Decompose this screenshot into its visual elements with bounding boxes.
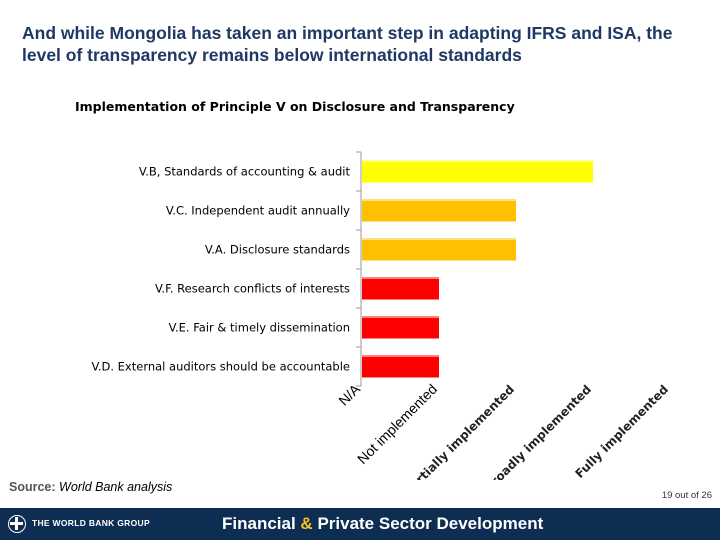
footer-tagline: Financial & Private Sector Development bbox=[222, 514, 543, 534]
source-text: World Bank analysis bbox=[59, 480, 173, 494]
source-label: Source: bbox=[9, 480, 56, 494]
category-label: V.F. Research conflicts of interests bbox=[155, 282, 350, 296]
bar-chart: V.B, Standards of accounting & audit V.C.… bbox=[91, 151, 671, 480]
chart-title: Implementation of Principle V on Disclos… bbox=[75, 99, 515, 114]
category-label: V.D. External auditors should be account… bbox=[91, 360, 350, 374]
tagline-ampersand: & bbox=[300, 514, 313, 533]
tagline-psd: Private Sector Development bbox=[317, 514, 544, 533]
slide-title: And while Mongolia has taken an importan… bbox=[22, 23, 673, 65]
bar bbox=[362, 160, 593, 183]
bar bbox=[362, 316, 439, 339]
bar bbox=[362, 355, 439, 378]
org-name: THE WORLD BANK GROUP bbox=[32, 518, 150, 528]
bar bbox=[362, 277, 439, 300]
bar bbox=[362, 238, 516, 261]
category-label: V.A. Disclosure standards bbox=[205, 243, 350, 257]
x-tick-label: Not implemented bbox=[354, 381, 440, 467]
category-label: V.E. Fair & timely dissemination bbox=[169, 321, 350, 335]
x-tick-label: N/A bbox=[335, 380, 363, 408]
category-label: V.B, Standards of accounting & audit bbox=[139, 165, 351, 179]
footer-bar: THE WORLD BANK GROUP Financial & Private… bbox=[0, 508, 720, 540]
bar bbox=[362, 199, 516, 222]
source-note: Source: World Bank analysis bbox=[9, 480, 172, 494]
category-label: V.C. Independent audit annually bbox=[166, 204, 350, 218]
tagline-financial: Financial bbox=[222, 514, 296, 533]
page-number: 19 out of 26 bbox=[661, 490, 712, 501]
world-bank-globe-icon bbox=[8, 515, 26, 533]
